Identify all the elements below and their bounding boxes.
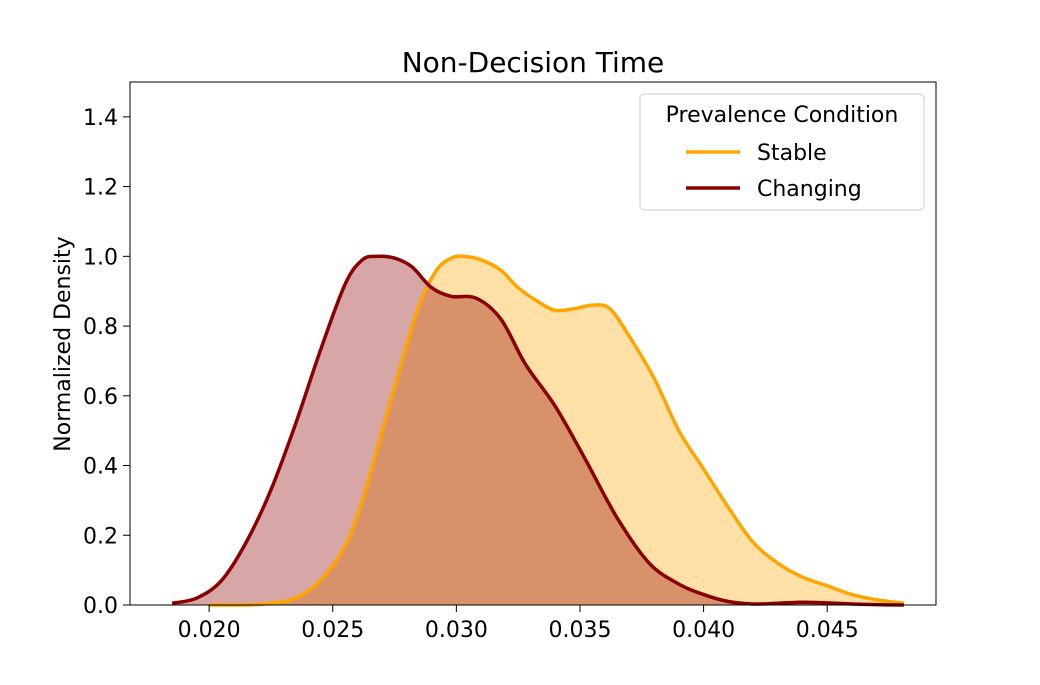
lines-layer: [171, 254, 905, 607]
legend: Prevalence Condition Stable Changing: [639, 93, 925, 211]
x-tick-label: 0.040: [672, 618, 735, 643]
x-tick-label: 0.045: [796, 618, 859, 643]
x-tick-label: 0.025: [301, 618, 364, 643]
line-changing: [171, 254, 904, 607]
legend-title: Prevalence Condition: [666, 103, 899, 128]
y-tick-label: 0.6: [83, 385, 118, 410]
line-stable: [209, 254, 905, 607]
y-tick-label: 0.2: [83, 524, 118, 549]
x-tick-label: 0.030: [425, 618, 488, 643]
legend-label-stable: Stable: [757, 141, 827, 166]
legend-label-changing: Changing: [757, 177, 862, 202]
y-tick-label: 1.2: [83, 176, 118, 201]
x-tick-label: 0.020: [178, 618, 241, 643]
y-tick-label: 0.0: [83, 594, 118, 619]
plot-frame: [129, 81, 937, 606]
y-tick-label: 0.4: [83, 455, 118, 480]
y-tick-label: 1.4: [83, 106, 118, 131]
legend-box: [639, 93, 925, 211]
y-tick-label: 0.8: [83, 315, 118, 340]
areas-layer: [172, 256, 904, 605]
area-stable: [209, 256, 904, 605]
x-ticks: 0.020 0.025 0.030 0.035 0.040 0.045: [178, 605, 859, 643]
chart-title: Non-Decision Time: [402, 46, 665, 79]
legend-entries: Stable Changing: [686, 141, 862, 202]
y-axis-label: Normalized Density: [51, 236, 76, 451]
y-tick-label: 1.0: [83, 245, 118, 270]
x-tick-label: 0.035: [548, 618, 611, 643]
y-ticks: 0.0 0.2 0.4 0.6 0.8 1.0 1.2 1.4: [83, 106, 130, 619]
